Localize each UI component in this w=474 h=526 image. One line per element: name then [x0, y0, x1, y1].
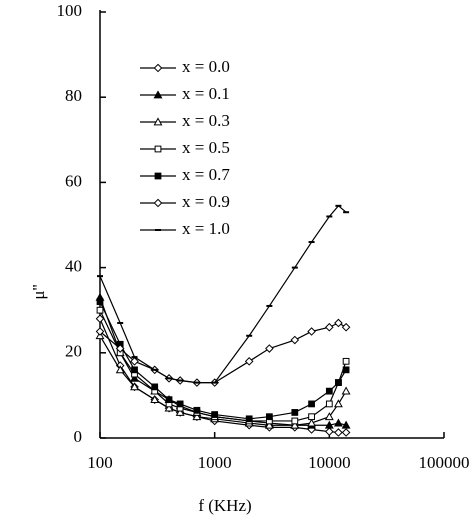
marker: [115, 365, 125, 374]
marker: [265, 344, 274, 353]
legend-marker: [153, 198, 163, 208]
y-tick-label: 80: [65, 86, 82, 105]
marker: [96, 298, 104, 306]
marker: [335, 379, 342, 386]
legend-marker: [153, 90, 163, 99]
marker: [342, 366, 350, 374]
x-axis-label: f (KHz): [198, 496, 251, 515]
marker: [244, 357, 254, 366]
marker: [175, 407, 185, 416]
y-tick-label: 100: [57, 1, 83, 20]
x-tick-label: 1000: [198, 453, 232, 472]
legend-label: x = 0.5: [182, 138, 230, 157]
marker: [342, 357, 350, 365]
marker: [334, 428, 343, 437]
marker: [341, 420, 351, 429]
legend-marker: [153, 117, 163, 126]
marker: [341, 386, 351, 395]
marker: [264, 420, 274, 429]
legend-marker: [153, 63, 163, 73]
x-tick-label: 10000: [308, 453, 351, 472]
marker: [308, 400, 315, 408]
marker: [95, 314, 105, 324]
marker: [333, 399, 343, 408]
marker: [115, 344, 125, 353]
marker: [325, 322, 334, 332]
marker: [245, 415, 253, 423]
marker: [308, 413, 315, 421]
legend-label: x = 0.9: [182, 192, 230, 211]
marker: [193, 406, 201, 414]
marker: [307, 418, 317, 427]
y-tick-label: 60: [65, 171, 82, 190]
legend-label: x = 0.1: [182, 84, 230, 103]
marker: [176, 400, 184, 408]
marker: [192, 412, 202, 421]
marker: [164, 403, 174, 412]
y-tick-label: 40: [65, 257, 82, 276]
marker: [325, 387, 333, 395]
marker: [333, 418, 343, 427]
legend-label: x = 1.0: [182, 219, 230, 238]
marker: [291, 417, 299, 425]
marker: [151, 383, 159, 391]
marker: [291, 409, 299, 416]
marker: [290, 335, 300, 345]
y-axis-label: μ'': [29, 284, 48, 299]
marker: [96, 306, 104, 314]
marker: [211, 411, 219, 418]
marker: [265, 413, 273, 421]
marker: [324, 420, 334, 429]
marker: [341, 322, 351, 332]
marker: [290, 420, 300, 429]
marker: [95, 327, 105, 336]
marker: [325, 427, 334, 436]
marker: [334, 318, 343, 328]
y-tick-label: 20: [65, 342, 82, 361]
legend-label: x = 0.0: [182, 57, 230, 76]
marker: [130, 382, 139, 391]
marker: [131, 366, 138, 374]
marker: [324, 412, 334, 421]
x-tick-label: 100: [87, 453, 113, 472]
legend-marker: [154, 172, 162, 180]
legend-label: x = 0.3: [182, 111, 230, 130]
marker: [341, 428, 351, 437]
x-tick-label: 100000: [419, 453, 470, 472]
marker: [165, 396, 173, 404]
y-tick-label: 0: [74, 427, 83, 446]
marker: [325, 400, 333, 408]
marker: [130, 357, 139, 366]
legend-marker: [154, 145, 162, 153]
marker: [130, 373, 139, 382]
marker: [307, 327, 316, 336]
legend-label: x = 0.7: [182, 165, 230, 184]
marker: [150, 395, 160, 404]
